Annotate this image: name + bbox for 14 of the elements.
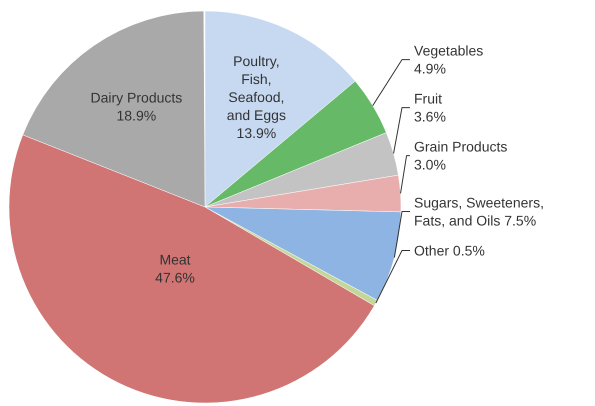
slice-label: Poultry, Fish, Seafood, and Eggs: [226, 52, 286, 123]
slice-label: Fruit: [414, 90, 442, 107]
data-label: 4.9%: [414, 60, 446, 77]
data-label: 3.0%: [414, 156, 446, 173]
data-label: 47.6%: [155, 270, 195, 286]
slice-label: Other 0.5%: [414, 242, 485, 259]
slice-label: Vegetables: [414, 42, 484, 59]
data-label: 3.6%: [414, 108, 446, 125]
slice-label: Dairy Products: [90, 90, 182, 106]
data-label: 13.9%: [236, 124, 276, 141]
slice-label: Meat: [159, 252, 191, 268]
slice-label: Sugars, Sweeteners, Fats, and Oils 7.5%: [414, 194, 544, 229]
slice-label: Grain Products: [414, 138, 508, 155]
data-label: 18.9%: [116, 108, 156, 124]
